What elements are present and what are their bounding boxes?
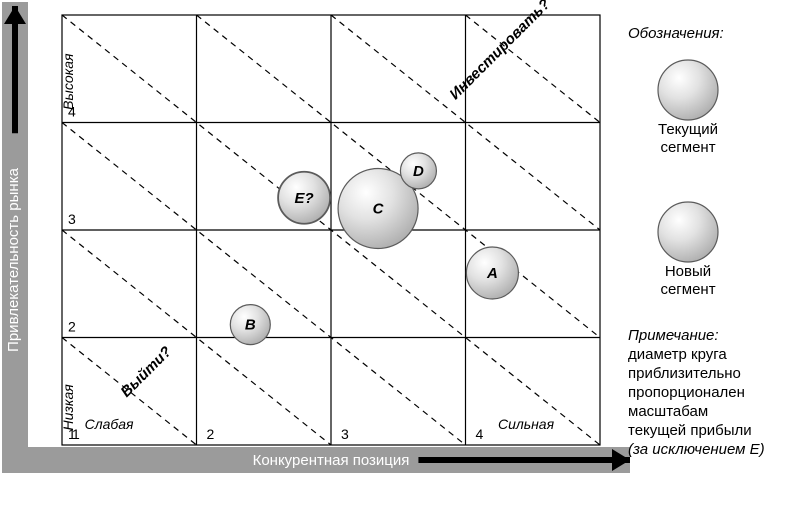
y-cat-low: Низкая <box>60 384 76 431</box>
x-tick: 2 <box>207 426 215 442</box>
legend-label-new: Новый <box>665 263 711 280</box>
legend-note-line: (за исключением E) <box>628 441 765 458</box>
x-cat-high: Сильная <box>498 416 555 432</box>
x-tick: 4 <box>476 426 484 442</box>
legend-title: Обозначения: <box>628 25 724 42</box>
label-exit: Выйти? <box>117 343 175 401</box>
x-axis-title: Конкурентная позиция <box>253 452 410 469</box>
legend-label-current: Текущий <box>658 121 718 138</box>
bubble-label-C: C <box>373 201 385 218</box>
bubble-label-A: A <box>486 265 498 282</box>
bubble-label-E: E? <box>295 190 314 207</box>
legend-note-line: масштабам <box>628 403 708 420</box>
y-tick: 2 <box>68 319 76 335</box>
legend-note-line: текущей прибыли <box>628 422 752 439</box>
y-tick: 3 <box>68 211 76 227</box>
legend-note-line: приблизительно <box>628 365 741 382</box>
x-cat-low: Слабая <box>85 416 134 432</box>
y-cat-high: Высокая <box>60 53 76 110</box>
legend-note-line: диаметр круга <box>628 346 727 363</box>
legend-label-current: сегмент <box>660 139 715 156</box>
legend-bubble-current <box>658 60 718 120</box>
y-axis-title: Привлекательность рынка <box>5 167 22 352</box>
legend-label-new: сегмент <box>660 281 715 298</box>
legend-bubble-new <box>658 202 718 262</box>
bubble-label-D: D <box>413 163 424 180</box>
bubble-label-B: B <box>245 317 256 334</box>
portfolio-matrix-figure: 12341234СлабаяСильнаяНизкаяВысокаяПривле… <box>0 0 790 513</box>
legend-note-line: пропорционален <box>628 384 745 401</box>
figure-svg: 12341234СлабаяСильнаяНизкаяВысокаяПривле… <box>0 0 790 513</box>
legend-note-title: Примечание: <box>628 327 719 344</box>
x-tick: 3 <box>341 426 349 442</box>
